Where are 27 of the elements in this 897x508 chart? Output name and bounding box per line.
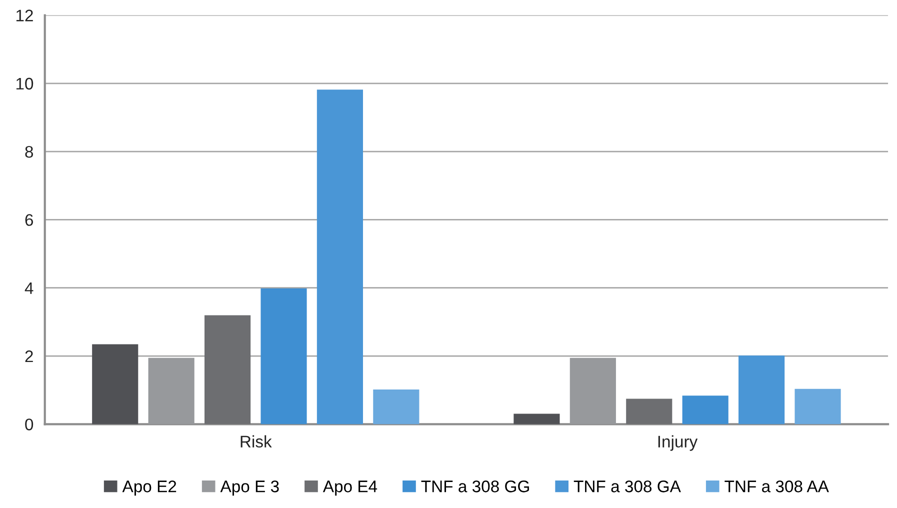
y-tick-label: 10 [16,78,34,90]
bar [92,344,138,424]
legend-label: TNF a 308 AA [724,480,829,492]
bar [204,315,251,424]
legend-label: TNF a 308 GG [421,480,529,492]
y-tick-label: 4 [24,282,34,294]
bar [626,398,672,424]
bar [570,358,616,424]
bar [514,414,560,424]
bar [738,355,785,424]
y-tick-label: 0 [25,418,34,430]
bar [794,388,841,424]
bar [260,288,307,424]
y-tick-label: 6 [25,214,34,226]
y-tick-label: 8 [25,146,34,158]
y-tick-label: 2 [25,350,33,362]
y-tick-label: 12 [16,10,33,22]
bar [316,90,364,424]
x-tick-label: Injury [658,435,698,451]
bar [373,390,420,424]
x-tick-label: Risk [240,435,272,448]
legend-label: Apo E2 [122,480,176,496]
legend-label: Apo E 3 [220,480,279,496]
bar [148,358,194,424]
legend-label: TNF a 308 GA [574,480,681,492]
legend-label: Apo E4 [322,480,378,496]
bar [682,396,728,424]
